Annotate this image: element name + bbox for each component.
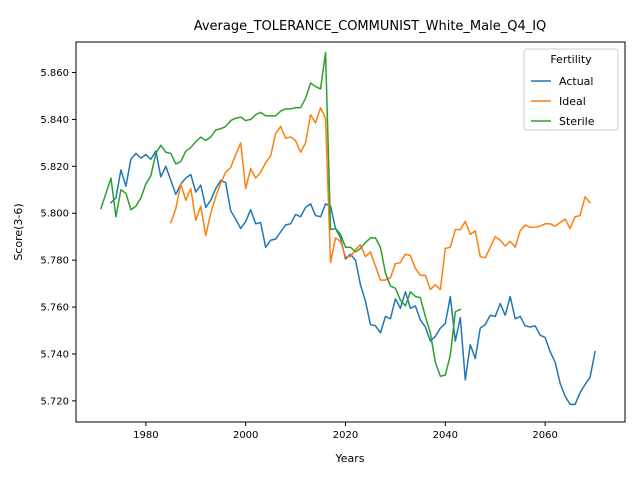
y-tick-label: 5.760	[40, 303, 69, 314]
legend-label-actual: Actual	[559, 75, 593, 88]
y-tick-label: 5.740	[40, 349, 69, 360]
x-tick-label: 2040	[433, 430, 458, 441]
x-tick-label: 2020	[333, 430, 358, 441]
legend-label-ideal: Ideal	[559, 95, 586, 108]
chart-title: Average_TOLERANCE_COMMUNIST_White_Male_Q…	[194, 19, 547, 34]
y-tick-label: 5.820	[40, 162, 69, 173]
legend: Fertility Actual Ideal Sterile	[524, 49, 618, 130]
y-tick-label: 5.720	[40, 396, 69, 407]
y-axis-label: Score(3-6)	[12, 203, 25, 260]
legend-title: Fertility	[550, 53, 592, 66]
y-tick-label: 5.800	[40, 209, 69, 220]
x-tick-label: 2060	[532, 430, 557, 441]
y-tick-label: 5.860	[40, 68, 69, 79]
x-tick-label: 2000	[233, 430, 258, 441]
y-tick-label: 5.780	[40, 256, 69, 267]
legend-label-sterile: Sterile	[559, 115, 595, 128]
x-axis-label: Years	[334, 452, 364, 465]
x-tick-label: 1980	[133, 430, 158, 441]
y-tick-label: 5.840	[40, 115, 69, 126]
